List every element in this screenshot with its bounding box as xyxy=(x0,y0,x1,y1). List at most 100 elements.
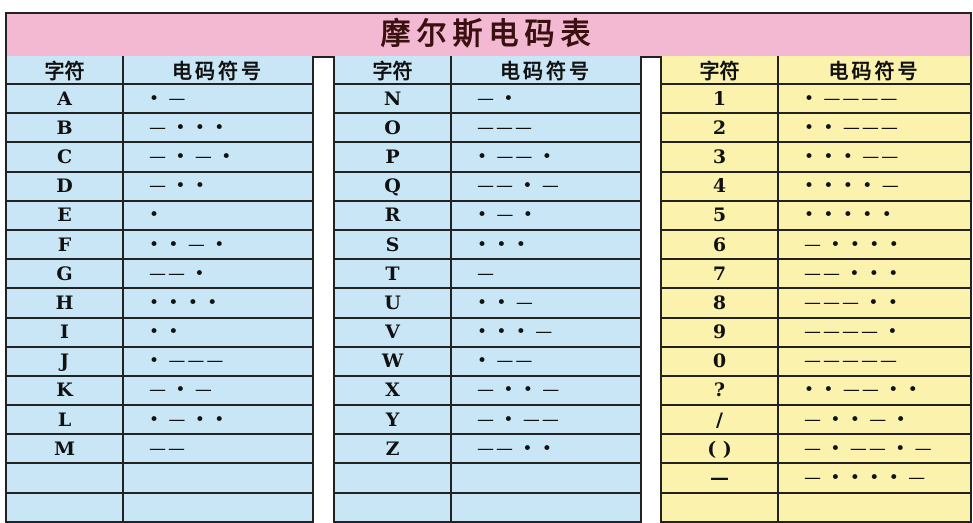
header-code: 电码符号 xyxy=(500,59,592,83)
table-row: S • • • xyxy=(335,230,640,261)
code-cell: • ——— xyxy=(149,351,226,372)
table-row: T — xyxy=(335,260,640,290)
char-cell xyxy=(335,464,452,492)
code-cell: • — xyxy=(149,88,188,109)
code-cell: ——— xyxy=(477,117,534,138)
code-cell: — • — • xyxy=(149,146,234,167)
code-cell: —— • • xyxy=(477,438,554,459)
char-cell: J xyxy=(7,347,124,375)
table-header-row: 字符 电码符号 xyxy=(662,56,970,85)
code-cell: • —— • xyxy=(477,146,554,167)
morse-table-letters-a-m: 字符 电码符号 A • — B — • • • C — • — • D — • • E • F • • —… xyxy=(5,56,314,523)
code-cell: • —— xyxy=(477,351,535,372)
char-cell: 2 xyxy=(662,114,779,142)
char-cell: U xyxy=(335,289,452,317)
code-cell: — • • xyxy=(149,176,207,197)
code-cell: • — • • xyxy=(149,409,227,430)
code-cell: • • • xyxy=(477,234,528,255)
table-row: E • xyxy=(7,201,312,231)
code-cell: • xyxy=(149,205,162,226)
table-row: ? • • —— • • xyxy=(662,376,970,407)
table-row: J • ——— xyxy=(7,347,312,377)
code-cell: ———— • xyxy=(804,322,900,343)
char-cell: ? xyxy=(662,376,779,405)
code-cell xyxy=(124,464,312,491)
code-cell: • • — xyxy=(477,292,535,313)
page-title: 摩尔斯电码表 xyxy=(5,12,972,58)
char-cell: C xyxy=(7,143,124,171)
char-cell: O xyxy=(335,114,452,142)
char-cell: V xyxy=(335,318,452,346)
morse-table-letters-n-z: 字符 电码符号 N — • O ——— P • —— • Q —— • — R • — • S • • •… xyxy=(333,56,642,523)
char-cell: 1 xyxy=(662,85,779,113)
table-row: X — • • — xyxy=(335,376,640,407)
char-cell: B xyxy=(7,114,124,142)
code-cell: — xyxy=(477,263,496,284)
table-row: V • • • — xyxy=(335,318,640,348)
char-cell: Z xyxy=(335,435,452,463)
char-cell: 6 xyxy=(662,230,779,259)
char-cell: L xyxy=(7,406,124,434)
code-cell: — • • • • xyxy=(804,234,901,255)
table-row: / — • • — • xyxy=(662,406,970,436)
code-cell xyxy=(452,494,640,521)
table-row: B — • • • xyxy=(7,114,312,144)
table-row: 2 • • ——— xyxy=(662,114,970,144)
table-row: Y — • —— xyxy=(335,406,640,436)
char-cell: 8 xyxy=(662,289,779,317)
table-row: H • • • • xyxy=(7,289,312,319)
char-cell: I xyxy=(7,318,124,346)
code-cell: • • • • • xyxy=(804,205,894,226)
table-row: D — • • xyxy=(7,172,312,202)
code-cell xyxy=(452,464,640,491)
header-char: 字符 xyxy=(335,56,452,83)
char-cell: P xyxy=(335,143,452,171)
code-cell: — • • • xyxy=(149,117,227,138)
table-row: Q —— • — xyxy=(335,172,640,202)
table-row: K — • — xyxy=(7,376,312,407)
code-cell xyxy=(124,494,312,521)
table-row: W • —— xyxy=(335,347,640,377)
char-cell: F xyxy=(7,230,124,259)
char-cell: X xyxy=(335,376,452,405)
code-cell: —— • • • xyxy=(804,263,901,284)
code-cell: • ———— xyxy=(804,88,900,109)
code-cell: —— • xyxy=(149,263,207,284)
table-row xyxy=(7,493,312,523)
table-row: 5 • • • • • xyxy=(662,201,970,231)
char-cell: G xyxy=(7,260,124,288)
code-cell: • • — • xyxy=(149,234,227,255)
char-cell: E xyxy=(7,201,124,229)
code-cell: — • — xyxy=(149,380,214,401)
table-row: A • — xyxy=(7,85,312,115)
table-row xyxy=(662,493,970,523)
code-cell: — • —— xyxy=(477,409,561,430)
code-cell: — • xyxy=(477,88,516,109)
char-cell: 9 xyxy=(662,318,779,346)
table-row: 4 • • • • — xyxy=(662,172,970,202)
code-cell: • • ——— xyxy=(804,117,900,138)
char-cell: — xyxy=(662,464,779,492)
char-cell xyxy=(7,464,124,492)
code-cell: • • • • — xyxy=(804,176,901,197)
table-row: R • — • xyxy=(335,201,640,231)
table-row: C — • — • xyxy=(7,143,312,173)
code-cell: ——— • • xyxy=(804,292,900,313)
char-cell: T xyxy=(335,260,452,288)
table-row: ( ) — • —— • — xyxy=(662,435,970,465)
code-cell: — • • — • xyxy=(804,409,908,430)
table-row: F • • — • xyxy=(7,230,312,261)
code-cell: ————— xyxy=(804,351,899,372)
char-cell xyxy=(662,493,779,521)
table-row: 7 —— • • • xyxy=(662,260,970,290)
char-cell: 7 xyxy=(662,260,779,288)
header-code: 电码符号 xyxy=(828,59,921,83)
char-cell: ( ) xyxy=(662,435,779,463)
code-cell: —— xyxy=(149,438,187,459)
table-row xyxy=(7,464,312,494)
char-cell: K xyxy=(7,376,124,405)
table-row: 0 ————— xyxy=(662,347,970,377)
table-row: N — • xyxy=(335,85,640,115)
table-row xyxy=(335,464,640,494)
table-row: P • —— • xyxy=(335,143,640,173)
